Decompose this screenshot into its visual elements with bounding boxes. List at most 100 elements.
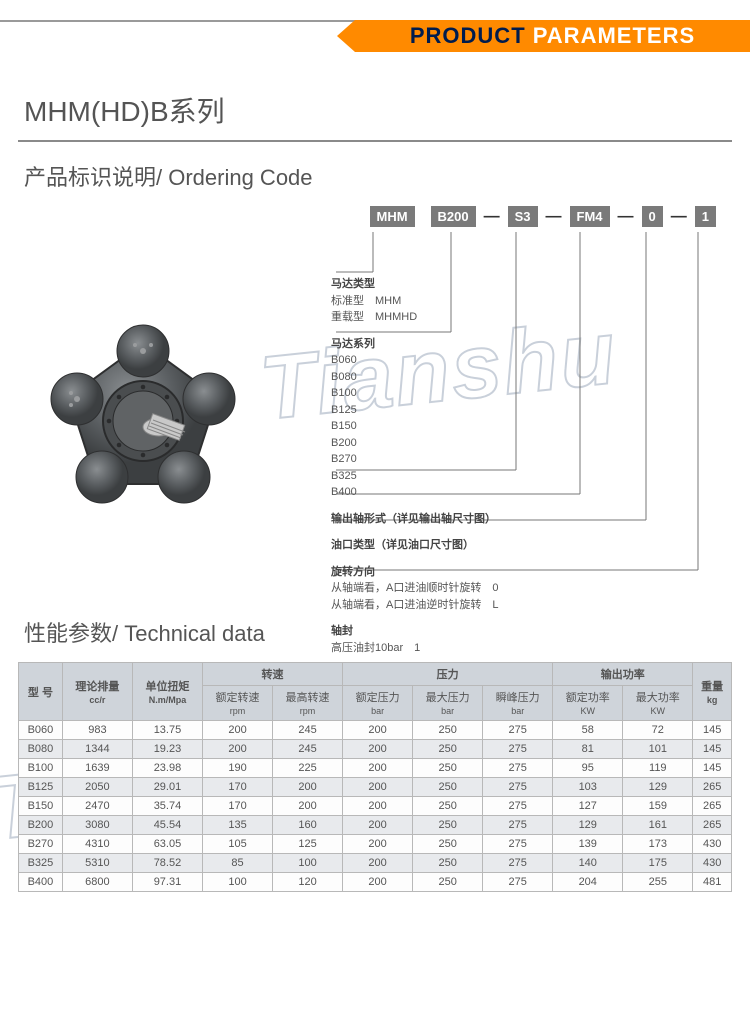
table-cell: 245 — [273, 721, 343, 740]
table-cell: 200 — [343, 835, 413, 854]
th-sub-2: 额定压力bar — [343, 686, 413, 721]
table-cell: 161 — [623, 816, 693, 835]
table-cell: 275 — [483, 835, 553, 854]
table-cell: 275 — [483, 740, 553, 759]
desc-line-4-1: 从轴端看，A口进油逆时针旋转 L — [331, 597, 498, 614]
code-seg-4: 0 — [642, 206, 663, 227]
divider-line — [18, 140, 732, 142]
table-cell: 129 — [623, 778, 693, 797]
desc-line-1-8: B400 — [331, 484, 498, 501]
table-cell: 200 — [202, 721, 272, 740]
th-sub-3: 最大压力bar — [413, 686, 483, 721]
tech-table-head-row1: 型 号理论排量cc/r单位扭矩N.m/Mpa转速压力输出功率重量kg — [19, 663, 732, 686]
table-cell: 983 — [62, 721, 132, 740]
table-cell: 200 — [343, 873, 413, 892]
table-cell: 170 — [202, 778, 272, 797]
table-cell: 78.52 — [132, 854, 202, 873]
ordering-code-title: 产品标识说明/ Ordering Code — [24, 160, 750, 192]
table-cell: 170 — [202, 797, 272, 816]
desc-group-0: 马达类型标准型 MHM重载型 MHMHD — [331, 276, 498, 326]
series-title: MHM(HD)B系列 — [24, 90, 750, 130]
table-cell: B200 — [19, 816, 63, 835]
code-seg-1: B200 — [431, 206, 476, 227]
code-seg-5: 1 — [695, 206, 716, 227]
table-cell: 140 — [553, 854, 623, 873]
table-cell: 481 — [693, 873, 732, 892]
tech-table-wrap: 型 号理论排量cc/r单位扭矩N.m/Mpa转速压力输出功率重量kg 额定转速r… — [18, 662, 732, 892]
table-cell: 200 — [273, 797, 343, 816]
th-top-5: 输出功率 — [553, 663, 693, 686]
table-cell: 275 — [483, 854, 553, 873]
table-cell: 100 — [202, 873, 272, 892]
table-cell: 145 — [693, 740, 732, 759]
table-cell: 200 — [343, 721, 413, 740]
table-row: B200308045.54135160200250275129161265 — [19, 816, 732, 835]
table-cell: B100 — [19, 759, 63, 778]
banner-product-word: PRODUCT — [410, 23, 526, 48]
th-top-4: 压力 — [343, 663, 553, 686]
th-sub-0: 额定转速rpm — [202, 686, 272, 721]
table-row: B400680097.31100120200250275204255481 — [19, 873, 732, 892]
desc-heading-0: 马达类型 — [331, 276, 498, 293]
table-cell: 250 — [413, 835, 483, 854]
desc-line-4-0: 从轴端看，A口进油顺时针旋转 0 — [331, 580, 498, 597]
table-cell: 6800 — [62, 873, 132, 892]
desc-line-0-1: 重载型 MHMHD — [331, 309, 498, 326]
code-boxes: MHM B200 — S3 — FM4 — 0 — 1 — [370, 206, 717, 227]
table-cell: 19.23 — [132, 740, 202, 759]
banner-text: PRODUCT PARAMETERS — [410, 23, 695, 49]
banner-parameters-word: PARAMETERS — [526, 23, 696, 48]
table-cell: 250 — [413, 816, 483, 835]
table-cell: 2050 — [62, 778, 132, 797]
th-top-2: 单位扭矩N.m/Mpa — [132, 663, 202, 721]
desc-group-2: 输出轴形式（详见输出轴尺寸图） — [331, 511, 498, 528]
table-cell: 159 — [623, 797, 693, 816]
desc-line-1-5: B200 — [331, 435, 498, 452]
table-cell: 250 — [413, 759, 483, 778]
table-row: B100163923.9819022520025027595119145 — [19, 759, 732, 778]
table-cell: 200 — [343, 740, 413, 759]
table-cell: 29.01 — [132, 778, 202, 797]
desc-line-1-1: B080 — [331, 369, 498, 386]
table-cell: 23.98 — [132, 759, 202, 778]
th-top-0: 型 号 — [19, 663, 63, 721]
table-row: B125205029.01170200200250275103129265 — [19, 778, 732, 797]
table-cell: 58 — [553, 721, 623, 740]
table-cell: 200 — [343, 778, 413, 797]
table-cell: B400 — [19, 873, 63, 892]
table-cell: 135 — [202, 816, 272, 835]
table-cell: 129 — [553, 816, 623, 835]
desc-line-1-0: B060 — [331, 352, 498, 369]
code-seg-3: FM4 — [570, 206, 610, 227]
table-cell: 245 — [273, 740, 343, 759]
desc-heading-5: 轴封 — [331, 623, 498, 640]
table-cell: 204 — [553, 873, 623, 892]
code-seg-0: MHM — [370, 206, 415, 227]
table-cell: 275 — [483, 816, 553, 835]
product-illustration — [28, 316, 258, 516]
code-dash-1: — — [484, 208, 500, 226]
ordering-area: MHM B200 — S3 — FM4 — 0 — 1 马达类型标准型 — [18, 206, 732, 616]
desc-line-0-0: 标准型 MHM — [331, 293, 498, 310]
desc-group-1: 马达系列B060B080B100B125B150B200B270B325B400 — [331, 336, 498, 501]
table-cell: 101 — [623, 740, 693, 759]
table-cell: 4310 — [62, 835, 132, 854]
table-row: B150247035.74170200200250275127159265 — [19, 797, 732, 816]
desc-heading-1: 马达系列 — [331, 336, 498, 353]
table-cell: B080 — [19, 740, 63, 759]
table-cell: 250 — [413, 740, 483, 759]
table-row: B325531078.5285100200250275140175430 — [19, 854, 732, 873]
th-top-1: 理论排量cc/r — [62, 663, 132, 721]
table-cell: 103 — [553, 778, 623, 797]
table-cell: 265 — [693, 778, 732, 797]
banner-gray-line — [0, 20, 355, 22]
desc-line-1-7: B325 — [331, 468, 498, 485]
table-cell: 250 — [413, 721, 483, 740]
table-cell: 105 — [202, 835, 272, 854]
table-cell: B150 — [19, 797, 63, 816]
table-cell: B270 — [19, 835, 63, 854]
code-dash-2: — — [546, 208, 562, 226]
table-cell: 265 — [693, 797, 732, 816]
table-cell: 45.54 — [132, 816, 202, 835]
table-cell: 145 — [693, 721, 732, 740]
